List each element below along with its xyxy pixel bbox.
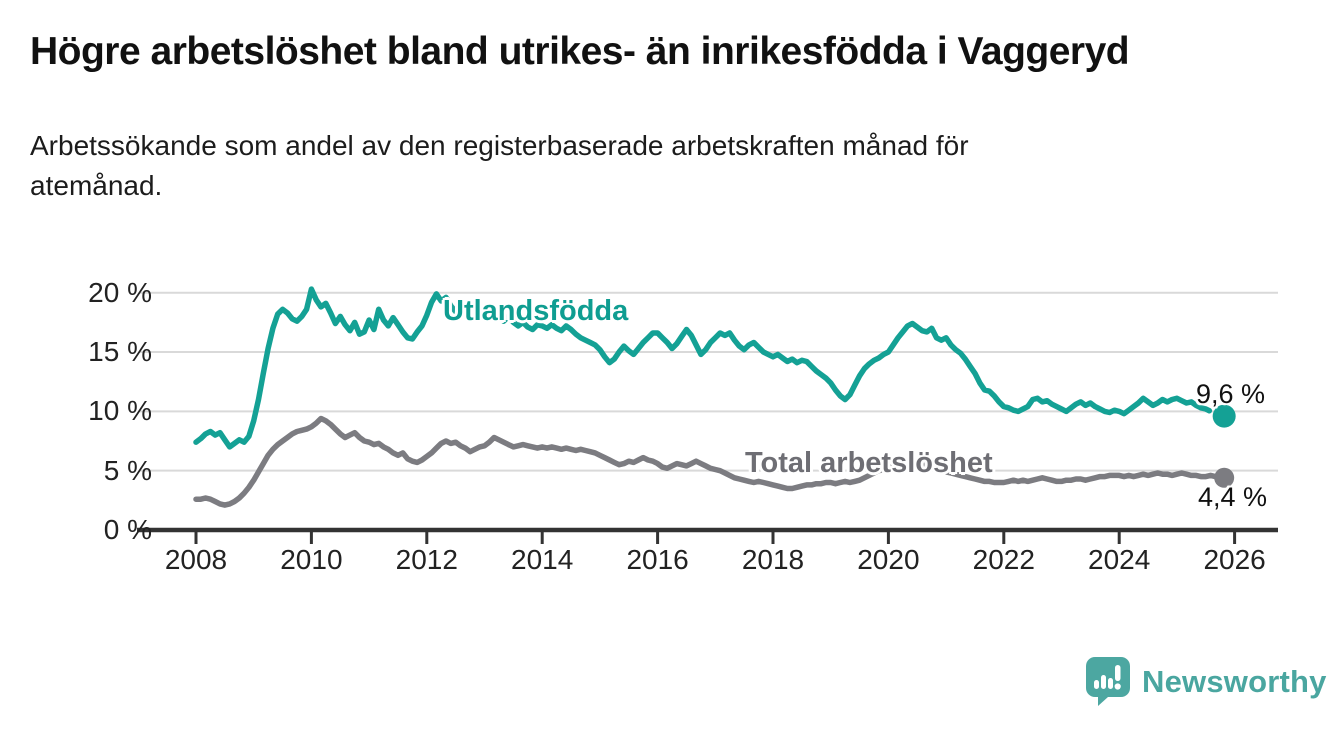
x-tick-label: 2012 [395,544,458,575]
x-tick-label: 2014 [511,544,574,575]
end-value-total-arbetsloshet: 4,4 % [1198,482,1268,512]
newsworthy-logo: Newsworthy [1086,657,1327,706]
series-endpoint-dot-0 [1212,404,1236,428]
x-tick-label: 2026 [1203,544,1266,575]
series-line-1 [193,415,1223,508]
series-endpoint-dot-1 [1214,467,1235,488]
chart-title: Högre arbetslöshet bland utrikes- än inr… [30,30,1130,73]
end-value-utlandsfodda: 9,6 % [1196,379,1266,409]
x-tick-label: 2008 [164,544,228,575]
y-tick-label: 15 % [88,336,152,368]
series-label-total-arbetsloshet: Total arbetslöshet [745,447,993,479]
y-tick-label: 20 % [88,276,152,308]
series-label-utlandsfodda: Utlandsfödda [443,295,629,327]
x-tick-label: 2024 [1088,544,1151,575]
y-tick-label: 10 % [88,395,152,427]
x-tick-label: 2018 [741,544,805,575]
chart-subtitle-line-1: Arbetssökande som andel av den registerb… [30,130,969,161]
x-tick-label: 2010 [280,544,343,575]
x-tick-label: 2022 [972,544,1035,575]
y-tick-label: 5 % [103,454,152,486]
series-line-0 [193,286,1204,450]
chart-subtitle: Arbetssökande som andel av den registerb… [30,130,969,201]
x-tick-label: 2020 [857,544,920,575]
x-tick-label: 2016 [626,544,689,575]
chart-subtitle-line-2: månad. [68,170,163,201]
newsworthy-icon [1086,657,1130,706]
y-tick-label: 0 % [103,514,152,545]
newsworthy-wordmark: Newsworthy [1142,663,1327,699]
